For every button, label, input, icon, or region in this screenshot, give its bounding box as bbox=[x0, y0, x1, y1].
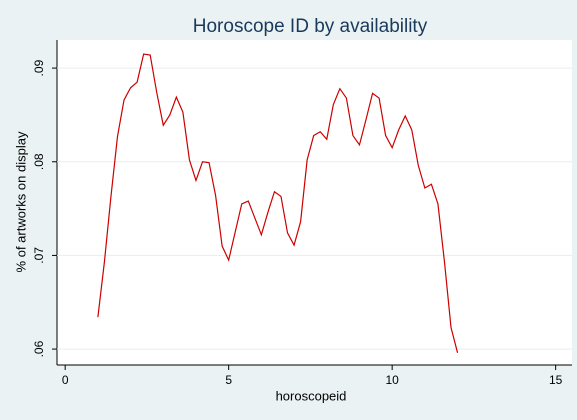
y-tick-label: .09 bbox=[32, 59, 46, 76]
x-tick-label: 5 bbox=[225, 373, 232, 387]
x-tick-label: 15 bbox=[549, 373, 563, 387]
data-line bbox=[97, 53, 459, 353]
x-tick-label: 0 bbox=[62, 373, 69, 387]
y-axis-title: % of artworks on display bbox=[13, 131, 28, 272]
x-axis-title: horoscopeid bbox=[276, 388, 347, 403]
y-tick-label: .07 bbox=[32, 247, 46, 264]
y-tick-label: .06 bbox=[32, 340, 46, 357]
x-tick-label: 10 bbox=[385, 373, 399, 387]
chart-title: Horoscope ID by availability bbox=[193, 16, 428, 37]
y-tick-label: .08 bbox=[32, 153, 46, 170]
plot-area bbox=[57, 40, 572, 365]
